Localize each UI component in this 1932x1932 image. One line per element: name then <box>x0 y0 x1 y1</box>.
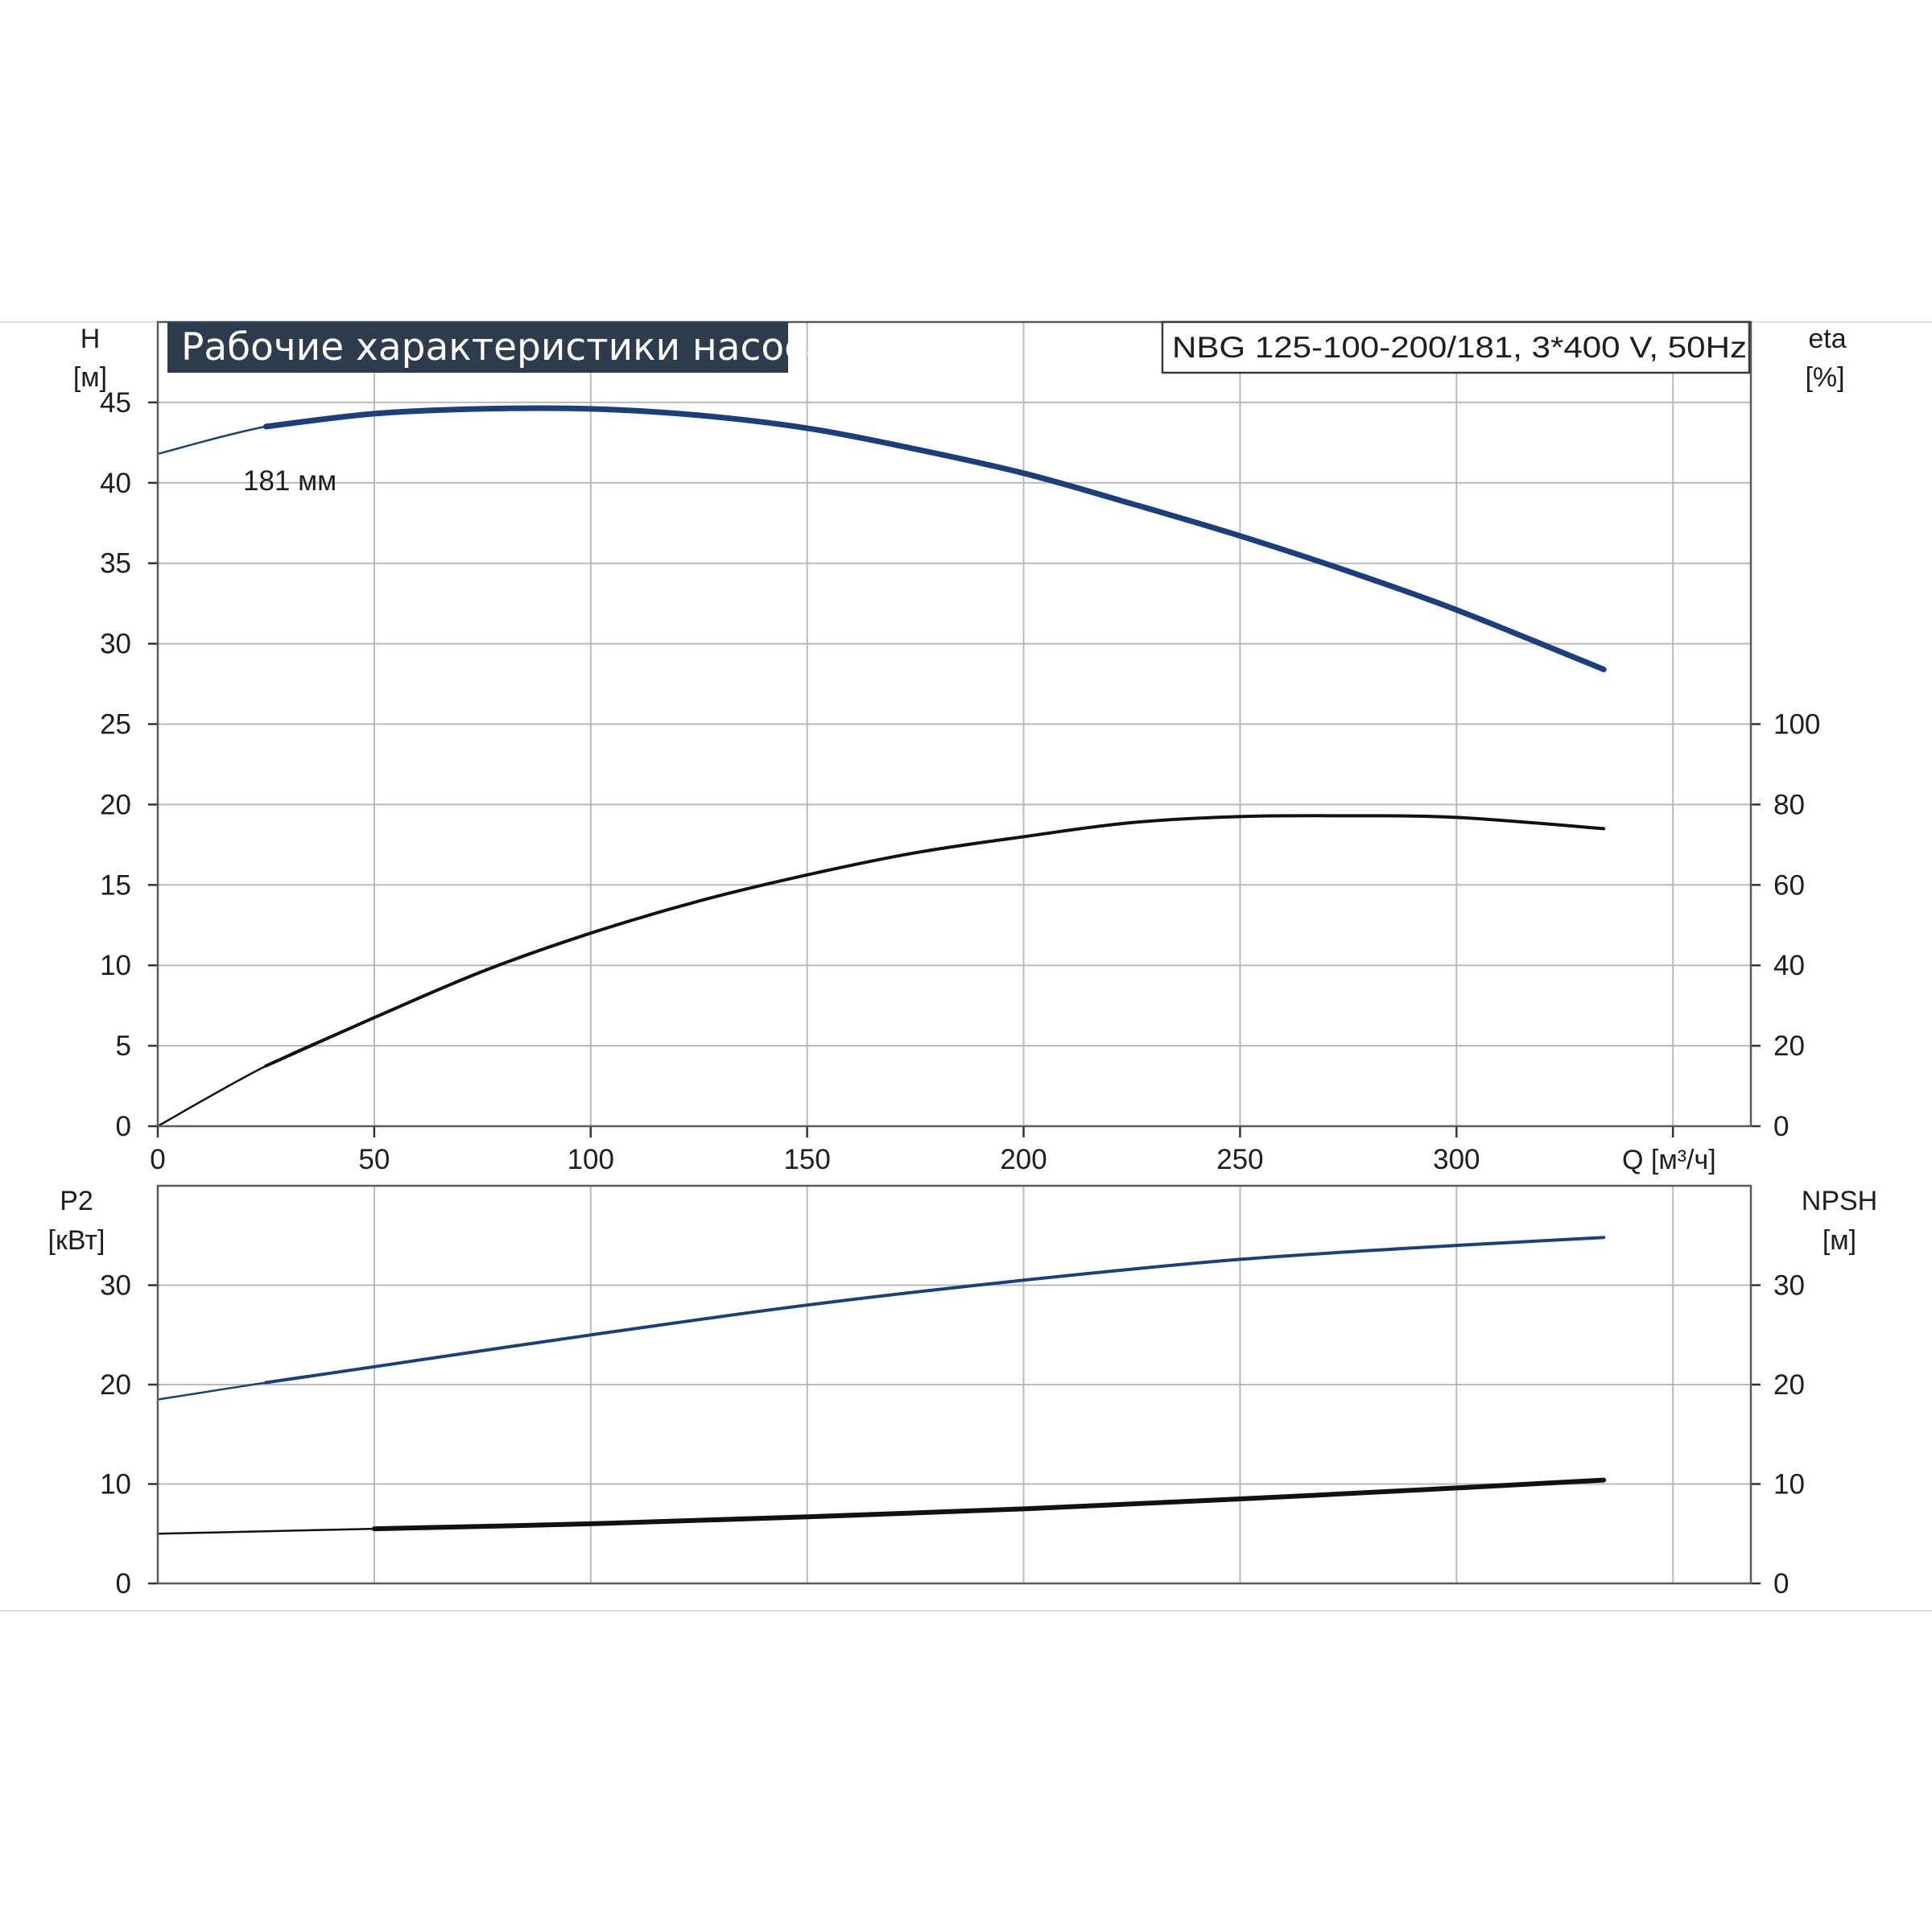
x-tick-label: 100 <box>568 1144 614 1175</box>
eta-tick-label: 60 <box>1773 869 1805 901</box>
head-curve-operating <box>262 405 1607 673</box>
power-p2-curve-operating <box>264 1236 1606 1385</box>
q-axis-label: Q [м³/ч] <box>1622 1145 1716 1175</box>
bottom-plot-frame <box>156 1184 1752 1585</box>
top-grid <box>158 322 1751 1126</box>
h-tick-label: 25 <box>100 709 131 741</box>
npsh-tick-label: 10 <box>1773 1469 1805 1501</box>
x-tick-label: 0 <box>150 1144 165 1175</box>
npsh-tick-label: 20 <box>1773 1369 1805 1401</box>
eta-axis-label: eta <box>1808 324 1846 354</box>
h-axis-unit: [м] <box>73 362 107 393</box>
h-tick-label: 35 <box>100 548 131 580</box>
model-label-frame <box>1161 320 1751 374</box>
bottom-curves <box>156 1236 1607 1535</box>
x-tick-label: 250 <box>1216 1144 1263 1175</box>
top-curves <box>156 405 1607 1128</box>
npsh-tick-label: 30 <box>1773 1270 1805 1302</box>
x-tick-label: 200 <box>1000 1144 1046 1175</box>
h-axis-label: H <box>80 324 101 354</box>
p2-tick-label: 20 <box>100 1369 131 1401</box>
chart-title-box: Рабочие характеристики насоса <box>167 322 828 373</box>
h-tick-label: 40 <box>100 468 131 499</box>
efficiency-curve-operating <box>264 814 1606 1068</box>
chart-title-background <box>167 322 788 373</box>
x-tick-label: 50 <box>358 1144 390 1175</box>
series-label-181mm: 181 мм <box>243 465 336 497</box>
p2-axis-unit: [кВт] <box>48 1225 105 1256</box>
h-tick-label: 10 <box>100 950 131 981</box>
npsh-axis-unit: [м] <box>1823 1225 1856 1256</box>
h-tick-label: 0 <box>116 1111 131 1142</box>
bottom-axis-ticks: 0 10 20 30 0 10 20 30 <box>100 1270 1805 1600</box>
p2-axis-label: P2 <box>60 1186 93 1216</box>
h-tick-label: 5 <box>116 1030 131 1062</box>
p2-tick-label: 0 <box>116 1568 131 1600</box>
chart-title: Рабочие характеристики насоса <box>181 325 828 369</box>
top-plot-frame <box>156 320 1752 1128</box>
eta-axis-unit: [%] <box>1805 362 1844 393</box>
npsh-tick-label: 0 <box>1773 1568 1789 1600</box>
h-tick-label: 45 <box>100 387 131 419</box>
eta-tick-label: 100 <box>1773 709 1820 741</box>
x-tick-label: 300 <box>1433 1144 1480 1175</box>
p2-tick-label: 10 <box>100 1469 131 1501</box>
model-label: NBG 125-100-200/181, 3*400 V, 50Hz <box>1172 331 1747 364</box>
eta-tick-label: 40 <box>1773 950 1805 981</box>
eta-tick-label: 80 <box>1773 789 1805 820</box>
npsh-axis-label: NPSH <box>1802 1186 1877 1216</box>
h-tick-label: 20 <box>100 789 131 820</box>
model-label-box: NBG 125-100-200/181, 3*400 V, 50Hz <box>1161 320 1751 374</box>
eta-tick-label: 0 <box>1773 1111 1789 1142</box>
h-tick-label: 15 <box>100 869 131 901</box>
eta-tick-label: 20 <box>1773 1030 1805 1062</box>
npsh-curve-operating <box>371 1477 1607 1532</box>
x-tick-label: 150 <box>783 1144 830 1175</box>
h-tick-label: 30 <box>100 629 131 660</box>
p2-tick-label: 30 <box>100 1270 131 1302</box>
top-axis-ticks: 0 50 100 150 200 250 300 0 5 10 15 20 25 30 35 40 45 0 20 4… <box>100 387 1820 1175</box>
bottom-grid <box>158 1186 1751 1583</box>
